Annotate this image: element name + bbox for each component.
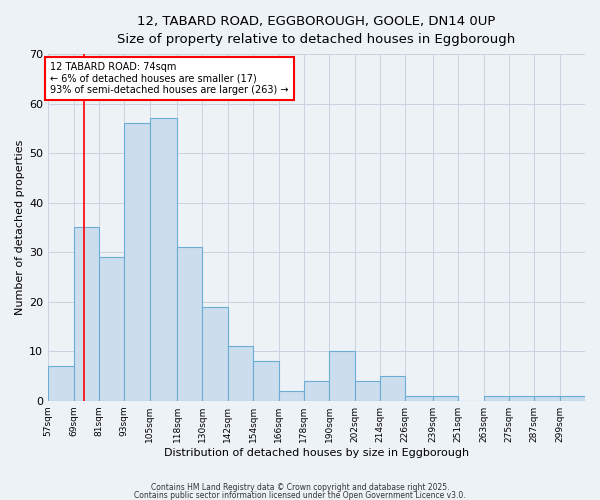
- Bar: [329, 351, 355, 401]
- Bar: [278, 391, 304, 400]
- Bar: [534, 396, 560, 400]
- Bar: [509, 396, 534, 400]
- Bar: [48, 366, 74, 400]
- Bar: [406, 396, 433, 400]
- Bar: [202, 306, 228, 400]
- Bar: [433, 396, 458, 400]
- Bar: [99, 257, 124, 400]
- Y-axis label: Number of detached properties: Number of detached properties: [15, 140, 25, 315]
- Bar: [177, 247, 202, 400]
- Bar: [124, 124, 149, 400]
- Bar: [380, 376, 406, 400]
- Bar: [74, 228, 99, 400]
- Title: 12, TABARD ROAD, EGGBOROUGH, GOOLE, DN14 0UP
Size of property relative to detach: 12, TABARD ROAD, EGGBOROUGH, GOOLE, DN14…: [118, 15, 516, 46]
- Bar: [149, 118, 177, 400]
- Bar: [355, 381, 380, 400]
- Bar: [484, 396, 509, 400]
- Text: Contains HM Land Registry data © Crown copyright and database right 2025.: Contains HM Land Registry data © Crown c…: [151, 484, 449, 492]
- Bar: [304, 381, 329, 400]
- Bar: [253, 361, 278, 401]
- Bar: [560, 396, 585, 400]
- Text: 12 TABARD ROAD: 74sqm
← 6% of detached houses are smaller (17)
93% of semi-detac: 12 TABARD ROAD: 74sqm ← 6% of detached h…: [50, 62, 289, 94]
- X-axis label: Distribution of detached houses by size in Eggborough: Distribution of detached houses by size …: [164, 448, 469, 458]
- Text: Contains public sector information licensed under the Open Government Licence v3: Contains public sector information licen…: [134, 490, 466, 500]
- Bar: [228, 346, 253, 401]
